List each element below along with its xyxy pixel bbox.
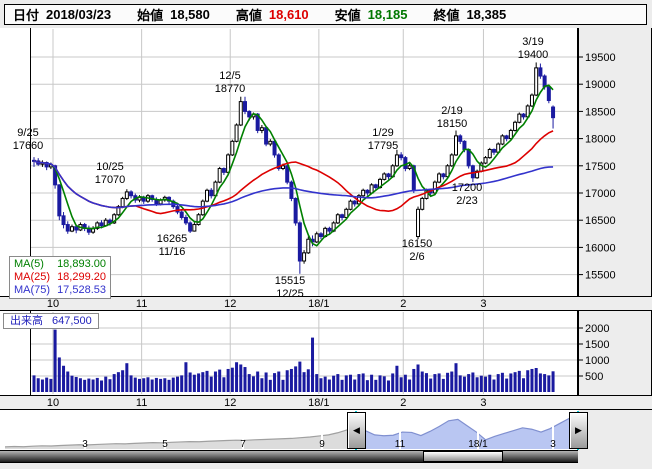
month-label: 18/1 — [308, 397, 330, 409]
chart-annotation: 16265 11/16 — [156, 233, 188, 258]
ma5-label: MA(5) — [14, 258, 44, 270]
volume-label-box: 出来高 647,500 — [3, 313, 99, 329]
chart-annotation: 15515 12/25 — [274, 275, 306, 300]
ma25-label: MA(25) — [14, 271, 51, 283]
price-chart-x-axis: 10 11 12 18/1 2 3 — [0, 296, 652, 311]
ma75-legend-row: MA(75) 17,528.53 — [10, 284, 110, 297]
date-field: 日付 2018/03/23 — [13, 5, 111, 24]
navigator-pane[interactable] — [0, 410, 578, 450]
ma75-value: 17,528.53 — [57, 284, 106, 296]
high-value: 18,610 — [268, 7, 309, 22]
low-field: 安値 18,185 — [335, 5, 408, 24]
month-label: 18/1 — [308, 298, 330, 310]
volume-value: 647,500 — [52, 315, 92, 327]
high-label: 高値 — [235, 8, 262, 23]
ma75-label: MA(75) — [14, 284, 51, 296]
close-label: 終値 — [433, 8, 460, 23]
month-label: 11 — [135, 397, 148, 409]
ma25-legend-row: MA(25) 18,299.20 — [10, 271, 110, 284]
chart-annotation: 3/19 19400 — [517, 36, 549, 61]
close-value: 18,385 — [466, 7, 507, 22]
low-value: 18,185 — [367, 7, 408, 22]
ma5-legend-row: MA(5) 18,893.00 — [10, 258, 110, 271]
h-scrollbar-thumb[interactable] — [423, 451, 503, 462]
volume-title: 出来高 — [10, 315, 43, 327]
chart-annotation: 17200 2/23 — [451, 182, 483, 207]
month-label: 12 — [224, 298, 237, 310]
low-label: 安値 — [334, 8, 361, 23]
chart-annotation: 10/25 17070 — [94, 161, 126, 186]
month-label: 2 — [400, 397, 407, 409]
chart-annotation: 1/29 17795 — [367, 127, 399, 152]
month-label: 3 — [480, 298, 487, 310]
nav-scroll-left-button[interactable]: ◀ — [347, 412, 366, 449]
chart-annotation: 16150 2/6 — [401, 238, 433, 263]
month-label: 10 — [46, 298, 60, 310]
ohlc-info-bar: 日付 2018/03/23 始値 18,580 高値 18,610 安値 18,… — [4, 4, 647, 25]
open-label: 始値 — [137, 8, 164, 23]
high-field: 高値 18,610 — [236, 5, 309, 24]
close-field: 終値 18,385 — [433, 5, 506, 24]
open-value: 18,580 — [170, 7, 210, 22]
date-value: 2018/03/23 — [46, 7, 112, 22]
h-scrollbar-track[interactable] — [0, 450, 578, 463]
chart-annotation: 9/25 17660 — [12, 127, 44, 152]
ma-legend-box: MA(5) 18,893.00 MA(25) 18,299.20 MA(75) … — [9, 256, 111, 299]
chart-annotation: 2/19 18150 — [436, 105, 468, 130]
right-arrow-icon: ▶ — [575, 425, 582, 435]
month-label: 12 — [224, 397, 237, 409]
price-axis-panel — [578, 28, 652, 296]
month-label: 2 — [400, 298, 407, 310]
ma5-value: 18,893.00 — [57, 258, 106, 270]
open-field: 始値 18,580 — [137, 5, 210, 24]
volume-chart-x-axis: 10 11 12 18/1 2 3 — [0, 395, 652, 410]
nav-scroll-right-button[interactable]: ▶ — [569, 412, 588, 449]
ma25-value: 18,299.20 — [57, 271, 106, 283]
month-label: 10 — [46, 397, 60, 409]
month-label: 3 — [480, 397, 487, 409]
month-label: 11 — [135, 298, 148, 310]
left-arrow-icon: ◀ — [353, 425, 360, 435]
date-label: 日付 — [13, 8, 40, 23]
volume-axis-panel — [578, 311, 652, 395]
chart-annotation: 12/5 18770 — [214, 70, 246, 95]
